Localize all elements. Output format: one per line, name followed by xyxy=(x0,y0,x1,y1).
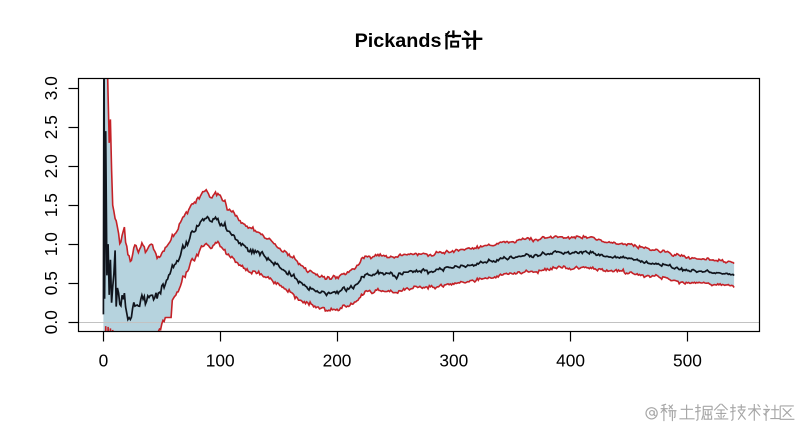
svg-text:3.0: 3.0 xyxy=(41,76,61,100)
svg-text:500: 500 xyxy=(673,350,702,370)
svg-text:2.0: 2.0 xyxy=(41,154,61,178)
svg-text:0.5: 0.5 xyxy=(41,271,61,295)
svg-text:1.5: 1.5 xyxy=(41,193,61,217)
svg-text:300: 300 xyxy=(439,350,468,370)
svg-text:100: 100 xyxy=(206,350,235,370)
svg-text:0: 0 xyxy=(99,350,109,370)
svg-text:2.5: 2.5 xyxy=(41,115,61,139)
svg-text:0.0: 0.0 xyxy=(41,310,61,334)
svg-text:1.0: 1.0 xyxy=(41,232,61,256)
svg-text:400: 400 xyxy=(556,350,585,370)
svg-text:200: 200 xyxy=(323,350,352,370)
svg-text:Pickands: Pickands xyxy=(355,30,442,52)
